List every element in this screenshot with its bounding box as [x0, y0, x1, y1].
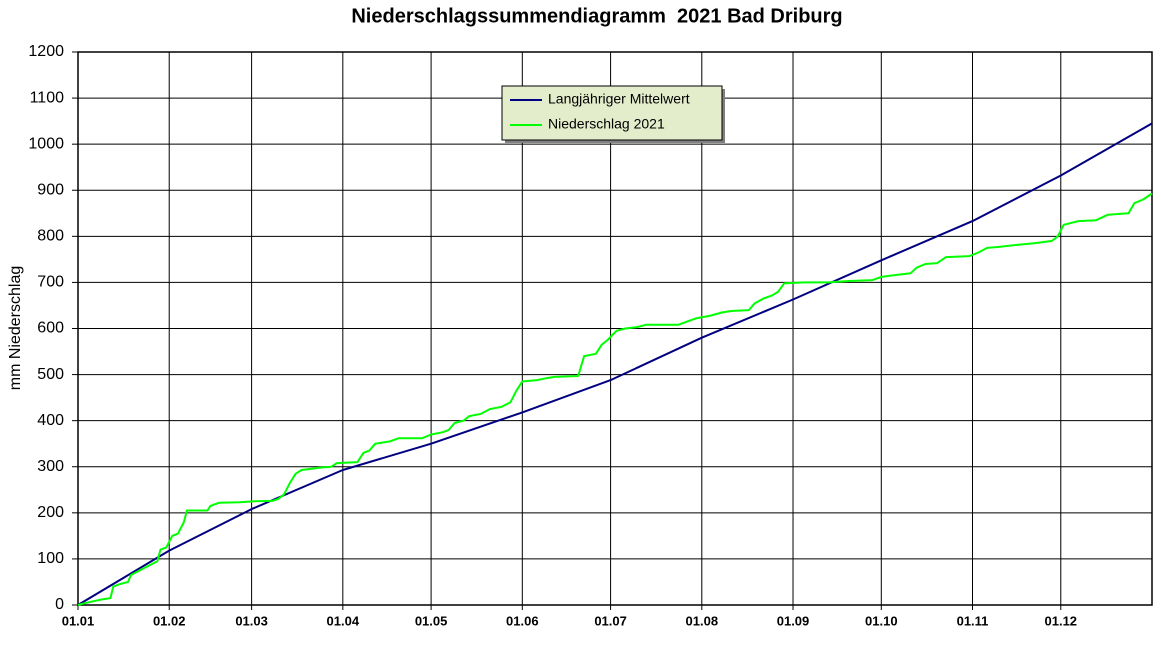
legend-box	[501, 85, 723, 141]
y-tick-label: 500	[37, 366, 64, 383]
x-tick-label: 01.10	[865, 613, 898, 628]
legend: Langjähriger Mittelwert Niederschlag 2021	[501, 85, 725, 143]
y-tick-label: 200	[37, 504, 64, 521]
y-tick-label: 300	[37, 458, 64, 475]
series-line	[77, 192, 1153, 606]
x-tick-label: 01.04	[327, 613, 360, 628]
y-tick-label: 900	[37, 181, 64, 198]
y-tick-label: 700	[37, 274, 64, 291]
series-line	[77, 122, 1153, 606]
x-tick-label: 01.11	[957, 613, 989, 628]
legend-label: Niederschlag 2021	[548, 116, 665, 132]
x-tick-label: 01.08	[686, 613, 719, 628]
y-tick-label: 1200	[28, 43, 64, 60]
legend-label: Langjähriger Mittelwert	[548, 91, 690, 107]
chart-title: Niederschlagssummendiagramm 2021 Bad Dri…	[351, 5, 842, 27]
y-tick-label: 1100	[30, 89, 65, 106]
x-tick-label: 01.12	[1045, 613, 1078, 628]
x-tick-label: 01.02	[153, 613, 186, 628]
y-tick-label: 100	[37, 550, 64, 567]
x-tick-label: 01.07	[594, 613, 627, 628]
y-axis-label: mm Niederschlag	[7, 266, 24, 390]
y-tick-label: 800	[37, 228, 64, 245]
x-tick-label: 01.06	[506, 613, 539, 628]
x-tick-label: 01.05	[415, 613, 448, 628]
y-tick-label: 600	[37, 320, 64, 337]
x-tick-label: 01.01	[62, 613, 95, 628]
y-tick-label: 400	[37, 412, 64, 429]
x-tick-label: 01.03	[235, 613, 268, 628]
x-tick-label: 01.09	[777, 613, 810, 628]
y-tick-label: 0	[55, 596, 64, 613]
y-tick-label: 1000	[28, 135, 64, 152]
plot-area	[72, 51, 1153, 610]
plot-border	[77, 51, 1153, 606]
